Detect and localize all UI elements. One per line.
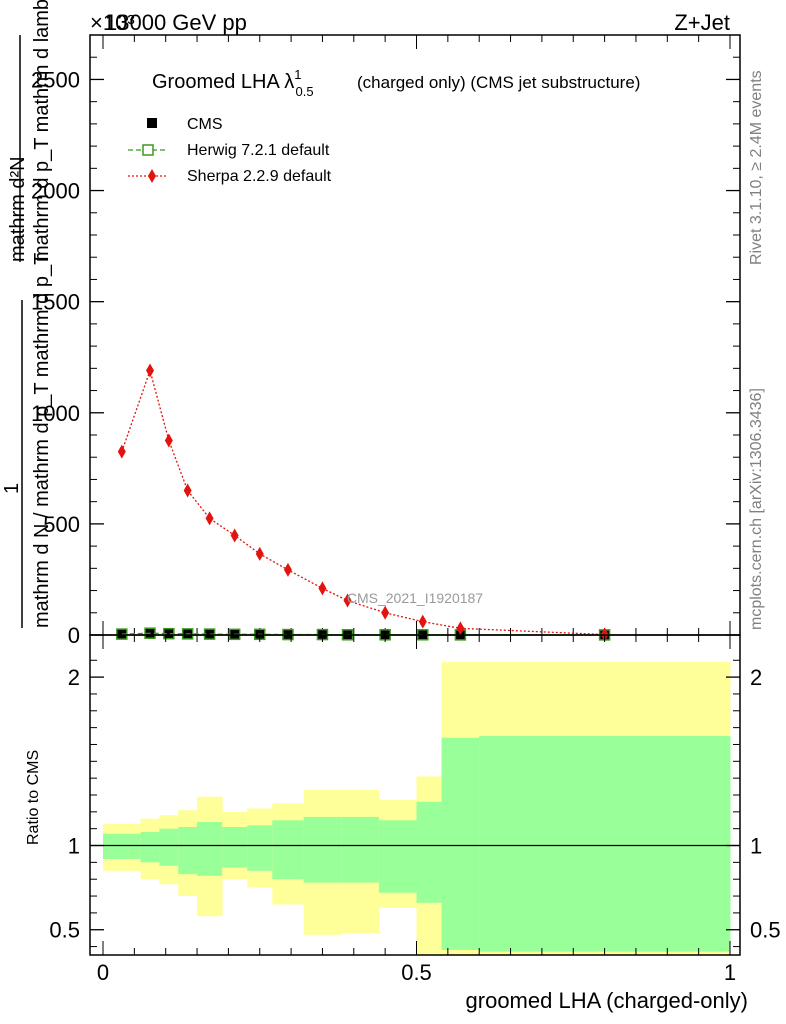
ratio-inner-band [479,736,731,952]
ratio-inner-band [416,801,443,903]
title-sup: 1 [294,67,301,82]
legend-marker-sherpa [148,169,156,183]
ratio-ytick-label: 0.5 [49,918,80,943]
ratio-inner-band [197,821,223,876]
herwig-point [163,627,175,640]
cms-point [145,628,156,639]
sherpa-point [117,444,126,459]
ratio-inner-band [140,832,160,863]
main-ytick-label: 500 [43,512,80,537]
ratio-panel: 0.5 0.5 1 1 2 2 0 0.5 1 Ratio to CMS groomed LHA… [25,634,781,1013]
chart-title-rest: (charged only) (CMS jet substructure) [357,73,640,92]
ratio-inner-band [103,833,129,859]
legend: CMS Herwig 7.2.1 default Sherpa 2.2.9 de… [128,116,332,185]
title-sub: 0.5 [296,84,314,99]
process-label: Z+Jet [674,10,730,35]
sherpa-point [164,433,173,448]
legend-label-sherpa: Sherpa 2.2.9 default [187,168,332,185]
main-ylabel: mathrm d²N mathrm d p_T mathrm d lambda … [1,0,53,628]
sherpa-point [146,363,155,378]
legend-label-cms: CMS [187,116,223,133]
sherpa-point [456,621,465,636]
mcplots-label: mcplots.cern.ch [arXiv:1306.3436] [748,388,765,630]
legend-marker-herwig [142,144,154,156]
xtick-label: 0.5 [401,960,432,985]
ratio-inner-band [341,816,380,883]
ratio-ytick-label: 1 [68,834,80,859]
herwig-point [144,627,156,639]
ratio-ytick-label-right: 2 [750,665,762,690]
sherpa-point [318,581,327,596]
xlabel: groomed LHA (charged-only) [466,988,748,1013]
ratio-inner-band [128,833,142,859]
sherpa-point [343,593,352,608]
ratio-inner-band [441,737,480,950]
series-line-sherpa [121,368,605,636]
ratio-inner-band [178,827,198,875]
cms-point [204,629,215,640]
sherpa-point [418,614,427,629]
sherpa-point [230,528,239,543]
legend-marker-cms [147,118,157,128]
ratio-inner-band [378,820,417,893]
ratio-inner-band [303,816,342,883]
ratio-ytick-label: 2 [68,665,80,690]
ylabel-numerator-denominator: mathrm d p_T mathrm d lambda [31,0,53,262]
main-ytick-label: 1000 [31,401,80,426]
ratio-inner-band [222,827,248,868]
sherpa-point [205,511,214,526]
ratio-inner-band [272,820,305,880]
herwig-point [181,628,194,640]
sherpa-point [255,546,264,561]
sherpa-point [183,483,192,498]
ylabel-one: 1 [1,483,23,494]
herwig-point [203,628,216,640]
rivet-label: Rivet 3.1.10, ≥ 2.4M events [748,70,765,265]
xtick-label: 0 [97,960,109,985]
ylabel-numerator: mathrm d²N [7,156,29,262]
ylabel-denominator: mathrm d N / mathrm d p_T mathrm d p_T [31,253,53,628]
ratio-inner-band [247,825,273,871]
ratio-ylabel: Ratio to CMS [25,750,42,845]
ratio-inner-band [159,828,179,866]
main-ytick-label: 2500 [31,67,80,92]
ratio-ytick-label-right: 1 [750,834,762,859]
chart-title: Groomed LHA λ1 0.5 [152,67,314,99]
title-main: Groomed LHA λ [152,71,294,93]
main-ytick-label: 1500 [31,290,80,315]
ratio-ytick-label-right: 0.5 [750,918,781,943]
energy-label: 13000 GeV pp [105,10,247,35]
cms-point [163,628,174,639]
main-ytick-label: 2000 [31,179,80,204]
xtick-label: 1 [724,960,736,985]
sherpa-point [381,605,390,620]
main-ytick-label: 0 [68,623,80,648]
watermark: CMS_2021_I1920187 [347,590,483,606]
legend-label-herwig: Herwig 7.2.1 default [187,142,330,159]
herwig-point [116,628,128,640]
main-panel: 0 500 1000 1500 2000 2500 CMS_2021_I1920187 G… [1,0,741,648]
sherpa-point [283,562,292,577]
exponent-label: ×10³ [90,10,135,35]
